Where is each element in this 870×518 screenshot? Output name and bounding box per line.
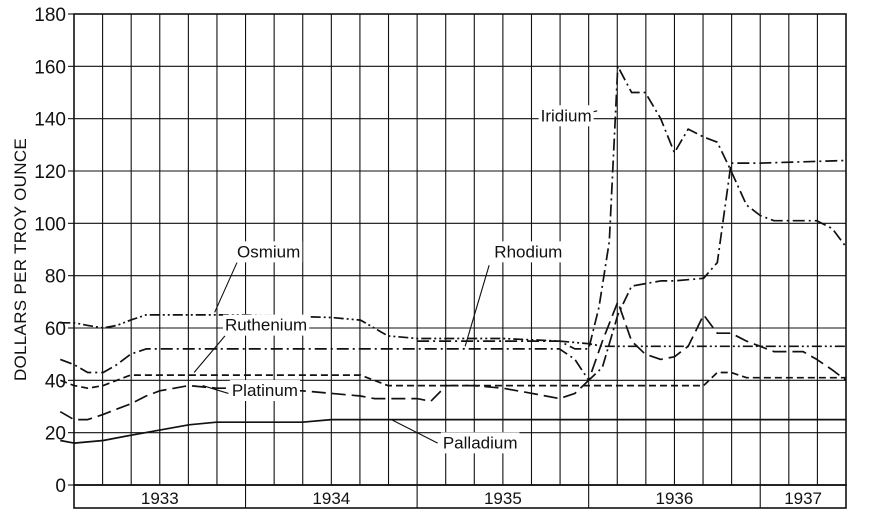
y-tick-label: 60 bbox=[45, 319, 66, 340]
x-tick-label: 1933 bbox=[141, 489, 179, 508]
axes: 0 20 40 60 80 100 120 140 160 180 1933 1934 1935 1936… bbox=[34, 5, 847, 509]
x-tick-label: 1936 bbox=[656, 489, 694, 508]
series-layer bbox=[59, 65, 847, 444]
y-tick-label: 100 bbox=[34, 214, 66, 235]
series-label-iridium: Iridium bbox=[541, 106, 592, 125]
series-line-iridium bbox=[417, 65, 847, 350]
y-tick-label: 120 bbox=[34, 162, 66, 183]
series-label-bg bbox=[492, 241, 565, 263]
series-label-bg bbox=[229, 380, 300, 402]
label-leader-rhodium bbox=[464, 265, 490, 347]
y-tick-label: 0 bbox=[55, 476, 66, 497]
x-tick-label: 1935 bbox=[484, 489, 522, 508]
series-line-palladium bbox=[60, 418, 846, 444]
series-label-osmium: Osmium bbox=[237, 242, 300, 261]
series-label-rhodium: Rhodium bbox=[494, 242, 562, 261]
label-leader-osmium bbox=[214, 262, 238, 313]
label-leader-palladium bbox=[391, 419, 438, 444]
series-line-ruthenium bbox=[59, 371, 846, 390]
y-tick-label: 80 bbox=[45, 267, 66, 288]
series-label-ruthenium: Ruthenium bbox=[225, 316, 307, 335]
series-label-palladium: Palladium bbox=[443, 433, 518, 452]
series-line-osmium bbox=[60, 314, 846, 348]
plot-frame bbox=[73, 13, 847, 486]
y-tick-label: 160 bbox=[34, 57, 66, 78]
y-axis-label: DOLLARS PER TROY OUNCE bbox=[11, 138, 30, 381]
y-tick-label: 20 bbox=[45, 424, 66, 445]
y-tick-label: 140 bbox=[34, 110, 66, 131]
series-line-rhodium bbox=[59, 159, 847, 382]
x-tick-label: 1937 bbox=[784, 489, 822, 508]
series-label-bg bbox=[234, 241, 303, 263]
series-label-bg bbox=[538, 105, 594, 127]
label-leader-platinum bbox=[202, 385, 229, 394]
series-label-platinum: Platinum bbox=[232, 381, 298, 400]
annotations: Iridium Osmium Rhodium Ruthenium Platinum Pal… bbox=[193, 105, 598, 454]
year-strip bbox=[73, 484, 847, 509]
series-label-bg bbox=[222, 314, 310, 336]
y-tick-label: 40 bbox=[45, 371, 66, 392]
grid bbox=[74, 13, 846, 486]
series-line-platinum bbox=[59, 300, 847, 421]
y-tick-label: 180 bbox=[34, 5, 66, 26]
x-tick-label: 1934 bbox=[312, 489, 350, 508]
label-leader-ruthenium bbox=[193, 335, 226, 373]
series-label-bg bbox=[440, 432, 520, 454]
